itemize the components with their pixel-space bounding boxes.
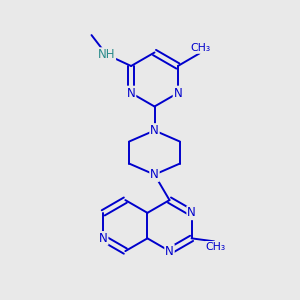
Text: N: N	[150, 124, 159, 137]
Text: N: N	[173, 86, 182, 100]
Text: NH: NH	[98, 48, 115, 61]
Text: N: N	[127, 86, 136, 100]
Text: N: N	[150, 168, 159, 181]
Text: N: N	[99, 232, 108, 245]
Text: N: N	[187, 206, 196, 219]
Text: CH₃: CH₃	[190, 43, 211, 53]
Text: N: N	[165, 244, 174, 258]
Text: CH₃: CH₃	[206, 242, 226, 252]
